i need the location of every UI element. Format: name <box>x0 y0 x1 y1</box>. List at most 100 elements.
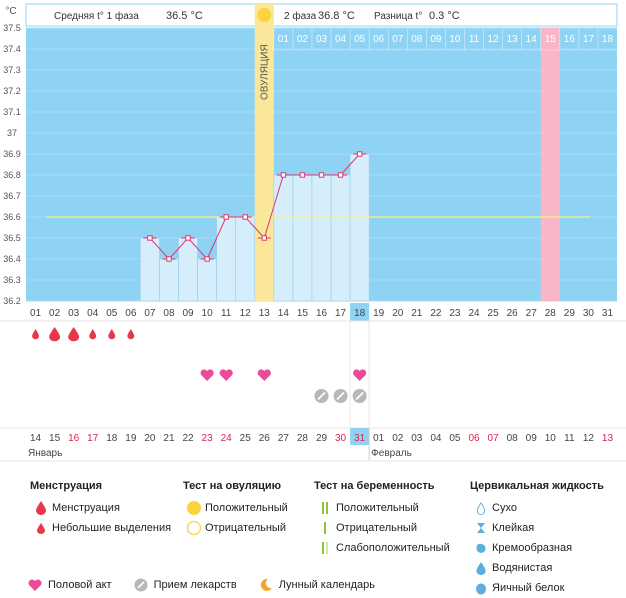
header-box <box>25 3 618 27</box>
watery-icon <box>470 561 492 575</box>
bbt-chart: °C Средняя t° 1 фаза 36.5 °C 2 фаза 36.8 °C Р… <box>0 3 626 462</box>
y-tick-label: 36.8 <box>3 170 21 180</box>
temp-bar <box>159 258 179 302</box>
spotting-drop-icon <box>127 329 135 340</box>
date-label: 14 <box>30 433 42 444</box>
cycle-day-label: 28 <box>545 308 557 319</box>
cycle-day-label: 24 <box>468 308 480 319</box>
cycle-day-label: 18 <box>354 308 366 319</box>
temp-bar <box>197 258 217 302</box>
y-tick-label: 36.5 <box>3 233 21 243</box>
date-label: 10 <box>545 433 557 444</box>
temp-point <box>318 172 325 178</box>
phase2-label: 2 фаза <box>284 10 317 22</box>
y-tick-label: 37.2 <box>3 86 21 96</box>
menstruation-drop-icon <box>49 327 61 342</box>
drop-small-icon <box>30 522 52 534</box>
sticky-icon <box>470 522 492 534</box>
legend-pregnancy-test: Тест на беременность Положительный Отриц… <box>314 480 450 558</box>
legend-cervical-sticky: Клейкая <box>492 522 535 534</box>
legend-spotting-item: Небольшие выделения <box>52 522 172 534</box>
legend-cervical: Цервикальная жидкость Сухо Клейкая Кремо… <box>470 480 604 598</box>
egg-white-icon <box>470 582 492 595</box>
date-label: 26 <box>259 433 271 444</box>
menstruation-drop-icon <box>68 327 80 342</box>
date-label: 04 <box>430 433 442 444</box>
cycle-day-label: 01 <box>30 308 42 319</box>
temp-point <box>166 256 172 262</box>
legend-menstruation-item: Менструация <box>52 502 120 514</box>
unit-label: °C <box>5 6 16 17</box>
y-tick-label: 36.6 <box>3 212 21 222</box>
legend-ovulation-test: Тест на овуляцию Положительный Отрицател… <box>183 480 288 538</box>
date-label: 25 <box>240 433 252 444</box>
cycle-day-label: 13 <box>259 308 271 319</box>
date-label: 03 <box>411 433 423 444</box>
y-tick-label: 37 <box>7 128 17 138</box>
luteal-day-label: 03 <box>316 34 328 45</box>
cycle-day-label: 30 <box>583 308 595 319</box>
legend-pregnancy-title: Тест на беременность <box>314 480 435 492</box>
cycle-day-label: 21 <box>411 308 423 319</box>
date-label: 17 <box>87 433 99 444</box>
month-label: Январь <box>28 448 62 459</box>
legend-bottom: Половой акт Прием лекарств Лунный календ… <box>28 578 397 592</box>
temp-point <box>204 256 210 262</box>
temp-bar <box>216 216 237 302</box>
legend-ovulation-positive: Положительный <box>205 502 288 514</box>
legend-cervical-title: Цервикальная жидкость <box>470 480 604 492</box>
date-label: 30 <box>335 433 347 444</box>
legend-moon: Лунный календарь <box>278 579 375 591</box>
dry-icon <box>470 501 492 515</box>
today-marker-bottom <box>350 428 370 445</box>
cycle-day-label: 19 <box>373 308 385 319</box>
temp-point <box>337 172 344 178</box>
pill-icon-stripe <box>317 391 326 401</box>
luteal-day-label: 13 <box>507 34 519 45</box>
pill-icon-stripe <box>336 391 345 401</box>
legend-cervical-creamy: Кремообразная <box>492 542 573 554</box>
legend-medication: Прием лекарств <box>153 579 237 591</box>
date-label: 15 <box>49 433 61 444</box>
luteal-day-label: 16 <box>564 34 576 45</box>
date-label: 13 <box>602 433 614 444</box>
luteal-day-label: 01 <box>278 34 290 45</box>
temp-point <box>223 214 229 220</box>
date-label: 29 <box>316 433 328 444</box>
y-tick-label: 36.3 <box>3 275 21 285</box>
date-label: 31 <box>354 433 366 444</box>
cycle-day-label: 26 <box>507 308 519 319</box>
date-label: 28 <box>297 433 309 444</box>
legend-menstruation: Менструация Менструация Небольшие выделе… <box>30 480 171 538</box>
temp-bar <box>311 174 332 302</box>
date-label: 20 <box>144 433 156 444</box>
temp-bar <box>178 237 198 302</box>
cycle-day-label: 04 <box>87 308 99 319</box>
temp-point <box>242 214 248 220</box>
creamy-icon <box>470 542 492 554</box>
luteal-day-label: 02 <box>297 34 309 45</box>
diff-value: 0.3 °C <box>429 10 460 22</box>
luteal-day-label: 18 <box>602 34 614 45</box>
ovulation-label: ОВУЛЯЦИЯ <box>259 44 270 100</box>
luteal-day-label: 11 <box>469 34 480 45</box>
pill-icon <box>134 578 148 592</box>
temp-line <box>149 153 360 260</box>
cycle-day-label: 17 <box>335 308 347 319</box>
y-tick-label: 36.2 <box>3 296 21 306</box>
phase2-value: 36.8 °C <box>318 10 355 22</box>
ovulation-column <box>254 4 274 301</box>
negative-sun-icon <box>183 520 205 536</box>
expected-period-column <box>540 28 560 301</box>
y-tick-label: 37.1 <box>3 107 21 117</box>
temp-bar <box>330 174 351 302</box>
cycle-day-label: 08 <box>163 308 175 319</box>
heart-icon <box>219 369 233 381</box>
cycle-day-label: 14 <box>278 308 290 319</box>
cycle-day-label: 23 <box>449 308 461 319</box>
luteal-day-label: 12 <box>488 34 500 45</box>
legend-pregnancy-faint: Слабоположительный <box>336 542 450 554</box>
cycle-day-label: 11 <box>221 308 232 319</box>
date-label: 02 <box>392 433 404 444</box>
cycle-day-label: 07 <box>144 308 156 319</box>
